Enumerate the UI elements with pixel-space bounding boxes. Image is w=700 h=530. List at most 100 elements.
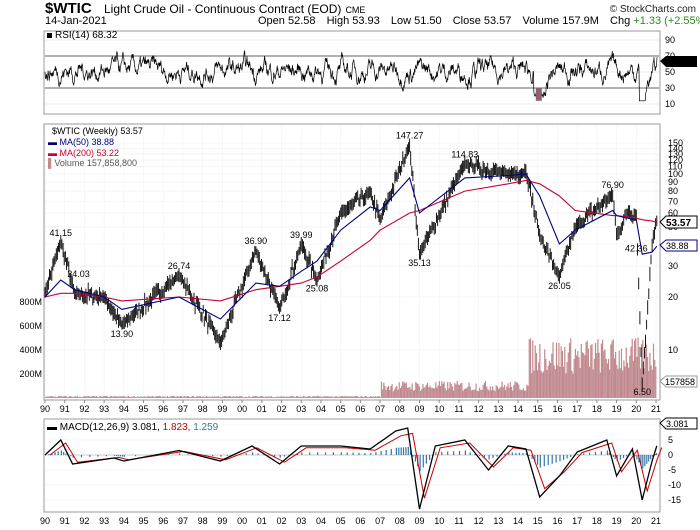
x-tick-label: 95 <box>139 404 149 414</box>
volume-bar <box>175 397 177 398</box>
x-tick-label: 07 <box>375 516 385 526</box>
price-annotation: 13.90 <box>111 329 134 339</box>
volume-bar <box>434 388 436 398</box>
volume-bar <box>511 386 513 398</box>
macd-hist-bar <box>358 452 360 455</box>
volume-bar <box>268 396 270 398</box>
volume-bar <box>516 382 519 398</box>
volume-bar <box>548 360 550 398</box>
volume-bar <box>60 396 62 398</box>
macd-hist-bar <box>634 455 636 457</box>
macd-hist-value: 1.259 <box>193 422 218 433</box>
volume-bar <box>275 396 277 398</box>
volume-bar <box>233 396 235 398</box>
volume-tick-label: 200M <box>19 369 42 379</box>
volume-bar <box>241 396 243 398</box>
volume-current-flag: 157858 <box>659 375 698 388</box>
volume-bar <box>183 396 185 398</box>
volume-bar <box>649 352 651 398</box>
chg-value: +1.33 (+2.55%) <box>633 15 700 27</box>
open-label: Open <box>258 15 285 27</box>
volume-bar <box>386 387 388 398</box>
volume-bar <box>622 370 624 398</box>
macd-hist-bar <box>105 455 107 457</box>
volume-bar <box>410 389 412 398</box>
volume-bar <box>333 396 335 398</box>
x-tick-label: 11 <box>454 516 463 526</box>
volume-bar <box>525 390 527 398</box>
volume-bar <box>287 396 289 398</box>
volume-bar <box>272 397 274 398</box>
volume-bar <box>158 395 160 398</box>
macd-hist-bar <box>179 453 181 455</box>
macd-hist-bar <box>301 452 303 455</box>
volume-bar <box>260 396 262 398</box>
x-tick-label: 99 <box>217 404 227 414</box>
volume-value: 157.9M <box>562 15 599 27</box>
macd-hist-bar <box>528 455 530 457</box>
volume-bar <box>298 396 300 398</box>
volume-bar <box>455 384 457 398</box>
macd-hist-bar <box>288 455 290 456</box>
price-series <box>44 138 658 391</box>
volume-bar <box>281 396 283 398</box>
volume-bar <box>153 396 155 398</box>
volume-bar <box>532 340 534 398</box>
volume-bar <box>644 348 646 398</box>
volume-bar <box>253 396 255 398</box>
x-tick-label: 97 <box>178 516 188 526</box>
macd-hist-bar <box>134 455 137 457</box>
volume-bar <box>580 343 582 398</box>
volume-bar <box>181 396 183 398</box>
volume-bar <box>307 396 309 398</box>
volume-bar <box>353 396 355 398</box>
volume-bar <box>295 396 297 398</box>
volume-label: Volume <box>522 15 560 27</box>
rsi-title: RSI(14) 68.32 <box>55 30 118 41</box>
volume-bar <box>600 343 602 398</box>
price-tick-label: 90 <box>668 177 678 187</box>
volume-bar <box>380 381 383 398</box>
volume-bar <box>166 396 168 398</box>
volume-bar <box>216 396 218 398</box>
volume-bar <box>332 397 334 398</box>
volume-bar <box>208 396 210 398</box>
volume-bar <box>250 397 252 398</box>
volume-bar <box>444 388 446 398</box>
volume-bar <box>619 368 621 398</box>
x-tick-label: 10 <box>434 404 444 414</box>
volume-bar <box>339 396 341 398</box>
macd-hist-bar <box>60 450 62 455</box>
volume-bar <box>376 397 378 398</box>
volume-bar <box>559 366 561 398</box>
volume-bar <box>456 381 458 398</box>
volume-bar <box>636 356 638 398</box>
volume-bar <box>318 396 320 398</box>
x-tick-label: 90 <box>40 404 50 414</box>
price-annotation: 36.90 <box>245 236 268 246</box>
price-annotation: 25.08 <box>306 284 329 294</box>
volume-bar <box>445 390 448 398</box>
volume-bar <box>396 386 398 398</box>
volume-bar <box>545 358 547 398</box>
chg-label: Chg <box>610 15 631 27</box>
volume-bar <box>144 396 146 398</box>
volume-bar <box>586 340 588 398</box>
volume-bar <box>392 391 394 398</box>
volume-bar <box>399 388 401 398</box>
macd-hist-bar <box>395 447 397 455</box>
volume-bar <box>348 396 351 398</box>
volume-bar <box>513 384 515 398</box>
x-tick-label: 19 <box>612 516 622 526</box>
volume-bar <box>72 396 74 398</box>
volume-bar <box>526 384 528 398</box>
macd-hist-bar <box>453 451 455 455</box>
x-tick-label: 08 <box>395 516 405 526</box>
volume-bar <box>191 396 193 398</box>
volume-bar <box>388 385 390 398</box>
volume-bar <box>606 363 608 398</box>
x-tick-label: 15 <box>533 404 543 414</box>
volume-bar <box>177 396 179 398</box>
price-current-flag: 53.57 <box>659 215 698 229</box>
volume-bar <box>252 396 254 398</box>
